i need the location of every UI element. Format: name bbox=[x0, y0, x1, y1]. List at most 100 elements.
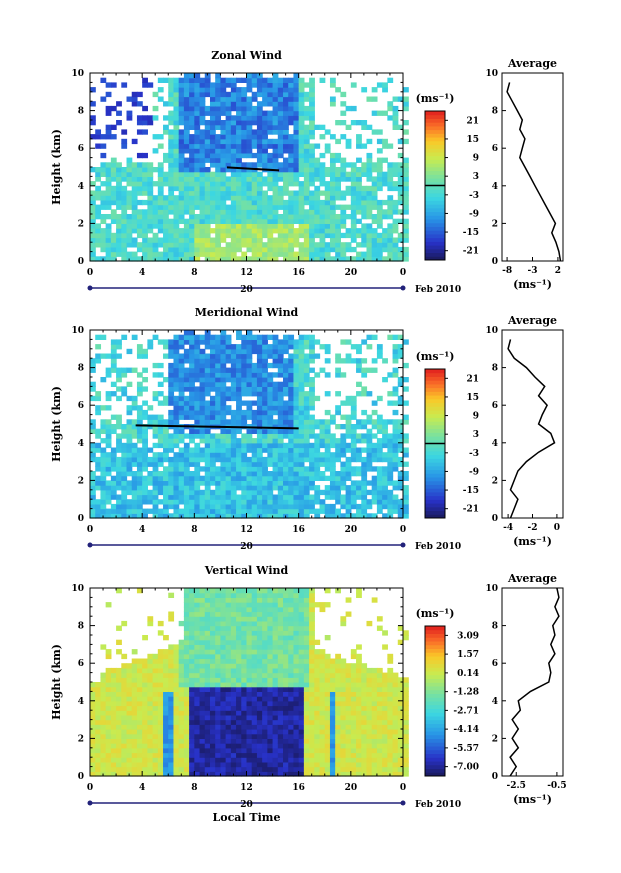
heatmap-cell bbox=[225, 597, 232, 603]
heatmap-cell bbox=[220, 120, 227, 126]
heatmap-cell bbox=[283, 162, 289, 168]
heatmap-cell bbox=[246, 339, 253, 345]
heatmap-cell bbox=[246, 237, 253, 243]
heatmap-cell bbox=[183, 489, 190, 496]
heatmap-cell bbox=[209, 419, 216, 425]
heatmap-cell bbox=[298, 456, 305, 463]
heatmap-cell bbox=[178, 691, 185, 697]
heatmap-cell bbox=[246, 138, 253, 145]
heatmap-cell bbox=[241, 682, 248, 688]
heatmap-cell bbox=[230, 729, 237, 735]
heatmap-cell bbox=[241, 485, 248, 491]
heatmap-cell bbox=[194, 696, 201, 702]
heatmap-cell bbox=[121, 199, 128, 206]
heatmap-cell bbox=[246, 766, 253, 772]
heatmap-cell bbox=[209, 663, 216, 669]
heatmap-cell bbox=[189, 653, 195, 660]
heatmap-cell bbox=[225, 729, 232, 735]
heatmap-cell bbox=[371, 400, 378, 406]
heatmap-cell bbox=[356, 419, 362, 425]
heatmap-cell bbox=[152, 209, 159, 215]
heatmap-cell bbox=[126, 466, 133, 472]
heatmap-cell bbox=[157, 729, 164, 735]
heatmap-cell bbox=[110, 176, 117, 182]
heatmap-cell bbox=[309, 348, 315, 355]
heatmap-cell bbox=[256, 391, 263, 397]
heatmap-cell bbox=[340, 447, 347, 453]
heatmap-cell bbox=[361, 433, 368, 439]
heatmap-cell bbox=[293, 138, 300, 145]
heatmap-cell bbox=[225, 696, 232, 702]
heatmap-cell bbox=[121, 386, 128, 392]
heatmap-cell bbox=[116, 110, 122, 116]
heatmap-cell bbox=[392, 209, 399, 215]
heatmap-cell bbox=[168, 743, 175, 749]
heatmap-cell bbox=[241, 256, 248, 262]
heatmap-cell bbox=[403, 461, 409, 467]
heatmap-cell bbox=[340, 466, 347, 472]
heatmap-cell bbox=[209, 91, 216, 98]
heatmap-cell bbox=[335, 424, 341, 430]
heatmap-cell bbox=[95, 705, 102, 711]
heatmap-cell bbox=[293, 489, 300, 496]
heatmap-cell bbox=[230, 433, 237, 439]
heatmap-cell bbox=[105, 256, 112, 262]
heatmap-cell bbox=[241, 620, 248, 627]
heatmap-cell bbox=[121, 237, 128, 243]
colorbar-step bbox=[425, 125, 445, 131]
heatmap-cell bbox=[309, 176, 315, 182]
heatmap-cell bbox=[309, 419, 315, 425]
heatmap-cell bbox=[366, 223, 373, 229]
heatmap-cell bbox=[403, 223, 409, 229]
heatmap-cell bbox=[230, 353, 237, 359]
heatmap-cell bbox=[324, 199, 331, 206]
heatmap-cell bbox=[277, 195, 284, 201]
heatmap-cell bbox=[126, 419, 133, 425]
heatmap-cell bbox=[277, 344, 284, 350]
heatmap-cell bbox=[142, 452, 148, 458]
heatmap-cell bbox=[178, 358, 185, 364]
heatmap-cell bbox=[110, 743, 117, 749]
heatmap-cell bbox=[189, 729, 195, 735]
heatmap-cell bbox=[209, 710, 216, 716]
heatmap-cell bbox=[215, 705, 222, 711]
heatmap-cell bbox=[100, 452, 107, 458]
heatmap-cell bbox=[152, 391, 159, 397]
heatmap-cell bbox=[209, 339, 216, 345]
heatmap-cell bbox=[215, 124, 222, 130]
heatmap-cell bbox=[236, 466, 242, 472]
heatmap-cell bbox=[288, 428, 295, 434]
heatmap-cell bbox=[194, 489, 201, 496]
heatmap-cell bbox=[324, 232, 331, 239]
heatmap-cell bbox=[147, 162, 154, 168]
heatmap-cell bbox=[126, 705, 133, 711]
heatmap-cell bbox=[110, 358, 117, 364]
heatmap-cell bbox=[126, 766, 133, 772]
colorbar-tick-label: 9 bbox=[473, 412, 479, 422]
heatmap-cell bbox=[324, 167, 331, 173]
heatmap-cell bbox=[262, 339, 268, 345]
heatmap-cell bbox=[236, 124, 242, 130]
heatmap-cell bbox=[340, 503, 347, 510]
heatmap-cell bbox=[225, 588, 232, 594]
heatmap-cell bbox=[272, 199, 279, 206]
heatmap-cell bbox=[293, 195, 300, 201]
heatmap-cell bbox=[183, 691, 190, 697]
heatmap-cell bbox=[225, 339, 232, 345]
heatmap-cell bbox=[324, 348, 331, 355]
heatmap-cell bbox=[230, 761, 237, 768]
heatmap-cell bbox=[204, 644, 211, 650]
heatmap-cell bbox=[142, 120, 148, 126]
heatmap-cell bbox=[199, 747, 206, 754]
heatmap-cell bbox=[95, 714, 102, 721]
heatmap-cell bbox=[256, 82, 263, 88]
heatmap-cell bbox=[382, 199, 388, 206]
heatmap-cell bbox=[173, 152, 180, 159]
heatmap-cell bbox=[366, 246, 373, 253]
heatmap-cell bbox=[356, 204, 362, 210]
heatmap-cell bbox=[183, 653, 190, 660]
heatmap-cell bbox=[215, 592, 222, 598]
heatmap-cell bbox=[194, 377, 201, 383]
heatmap-cell bbox=[136, 766, 143, 772]
heatmap-cell bbox=[277, 362, 284, 369]
